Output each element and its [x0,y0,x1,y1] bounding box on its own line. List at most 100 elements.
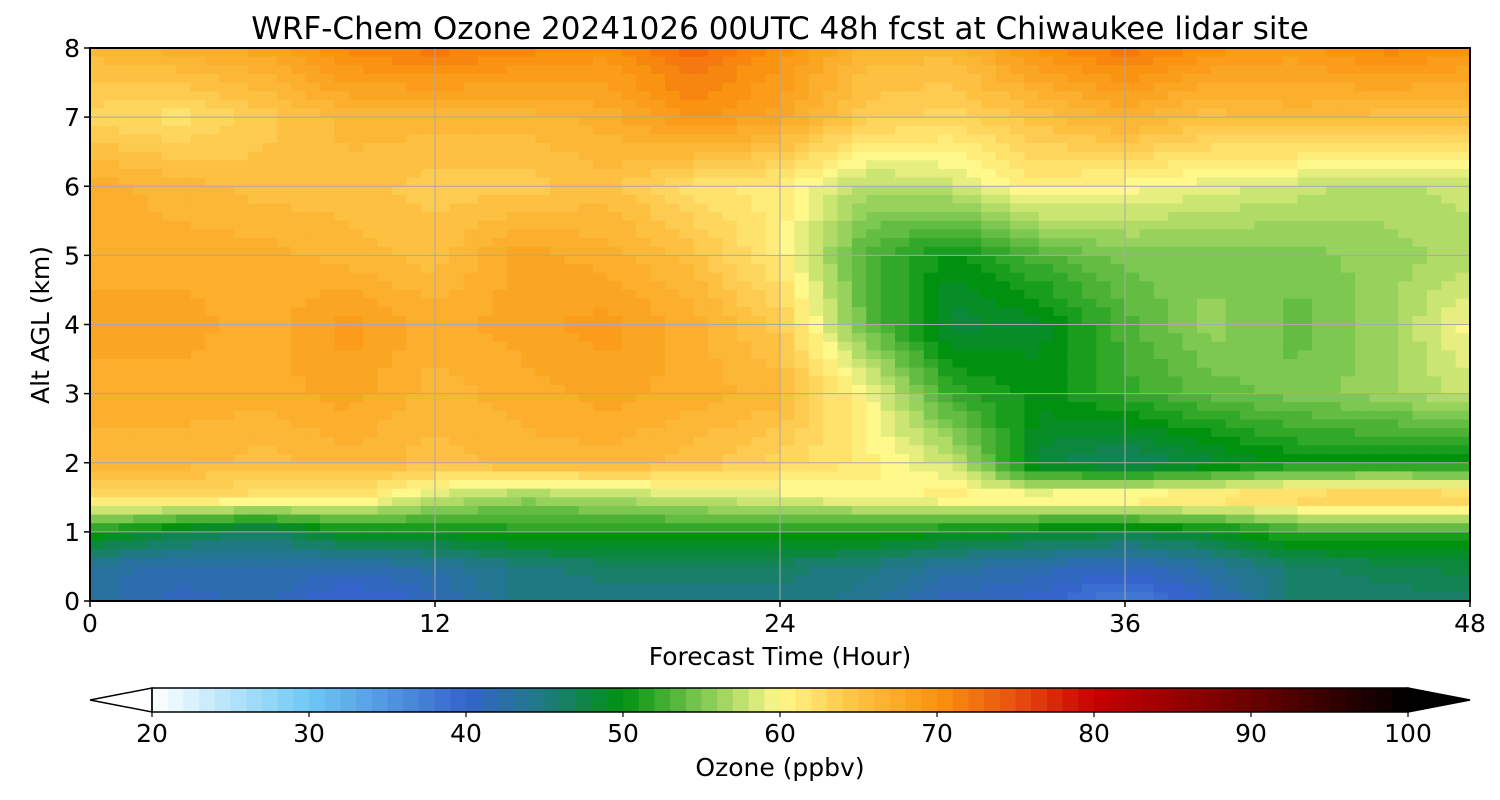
field-cell [765,220,781,231]
field-cell [1398,359,1414,369]
field-cell [435,419,450,429]
field-cell [693,341,709,352]
field-cell [291,376,307,386]
field-cell [1096,229,1112,239]
field-cell [621,428,637,438]
field-cell [593,410,609,421]
field-cell [1182,436,1198,447]
field-cell [305,177,321,187]
field-cell [995,419,1011,429]
field-cell [1096,125,1112,136]
field-cell [1240,125,1255,136]
field-cell [377,212,393,222]
field-cell [909,48,925,58]
field-cell [1067,238,1083,248]
field-cell [535,359,551,369]
field-cell [1196,220,1212,231]
field-cell [693,73,709,84]
field-cell [147,134,163,144]
field-cell [1110,436,1126,447]
field-cell [1024,324,1040,334]
field-cell [995,324,1011,334]
field-cell [1168,99,1184,110]
field-cell [118,402,134,412]
field-cell [118,220,134,231]
field-cell [161,73,177,84]
field-cell [1081,65,1097,75]
field-cell [722,462,738,472]
field-cell [104,264,120,274]
field-cell [794,134,810,144]
field-cell [1398,272,1414,282]
field-cell [535,203,551,213]
field-cell [521,410,537,421]
field-cell [535,56,551,66]
field-cell [478,324,494,334]
field-cell [1340,48,1356,58]
field-cell [248,471,264,481]
field-cell [823,341,839,352]
field-cell [1168,220,1184,231]
field-cell [823,445,839,455]
field-cell [463,56,479,66]
field-cell [348,393,364,403]
field-cell [1225,203,1241,213]
field-cell [665,471,680,481]
field-cell [751,298,767,308]
field-cell [823,488,839,498]
field-cell [995,480,1011,490]
field-cell [391,333,407,343]
field-cell [435,333,450,343]
field-cell [363,462,379,472]
field-cell [1053,255,1069,265]
field-cell [1139,125,1155,136]
field-cell [205,56,220,66]
field-cell [851,384,867,395]
field-cell [679,454,695,464]
field-cell [751,56,767,66]
field-cell [607,177,623,187]
field-cell [693,246,709,256]
field-cell [492,462,508,472]
field-cell [621,488,637,498]
field-cell [406,281,422,291]
field-cell [377,264,393,274]
field-cell [1297,212,1313,222]
field-cell [1067,108,1083,118]
field-cell [463,73,479,84]
field-cell [463,255,479,265]
field-cell [952,393,968,403]
field-cell [248,436,264,447]
field-cell [190,462,206,472]
field-cell [1024,488,1040,498]
field-cell [521,454,537,464]
field-cell [1081,436,1097,447]
field-cell [722,333,738,343]
field-cell [1225,194,1241,205]
field-cell [708,384,724,395]
field-cell [262,272,278,282]
field-cell [765,246,781,256]
field-cell [190,272,206,282]
field-cell [621,117,637,127]
field-cell [1125,281,1140,291]
field-cell [1182,108,1198,118]
field-cell [1081,264,1097,274]
field-cell [1398,341,1414,352]
field-cell [780,384,795,395]
field-cell [995,341,1011,352]
field-cell [449,462,465,472]
field-cell [751,393,767,403]
field-cell [923,73,939,84]
field-cell [1326,445,1342,455]
field-cell [348,289,364,300]
field-cell [219,108,235,118]
field-cell [966,194,982,205]
field-cell [1096,194,1112,205]
field-cell [506,428,522,438]
field-cell [564,428,580,438]
field-cell [1412,125,1428,136]
field-cell [147,428,163,438]
field-cell [320,56,335,66]
field-cell [851,436,867,447]
